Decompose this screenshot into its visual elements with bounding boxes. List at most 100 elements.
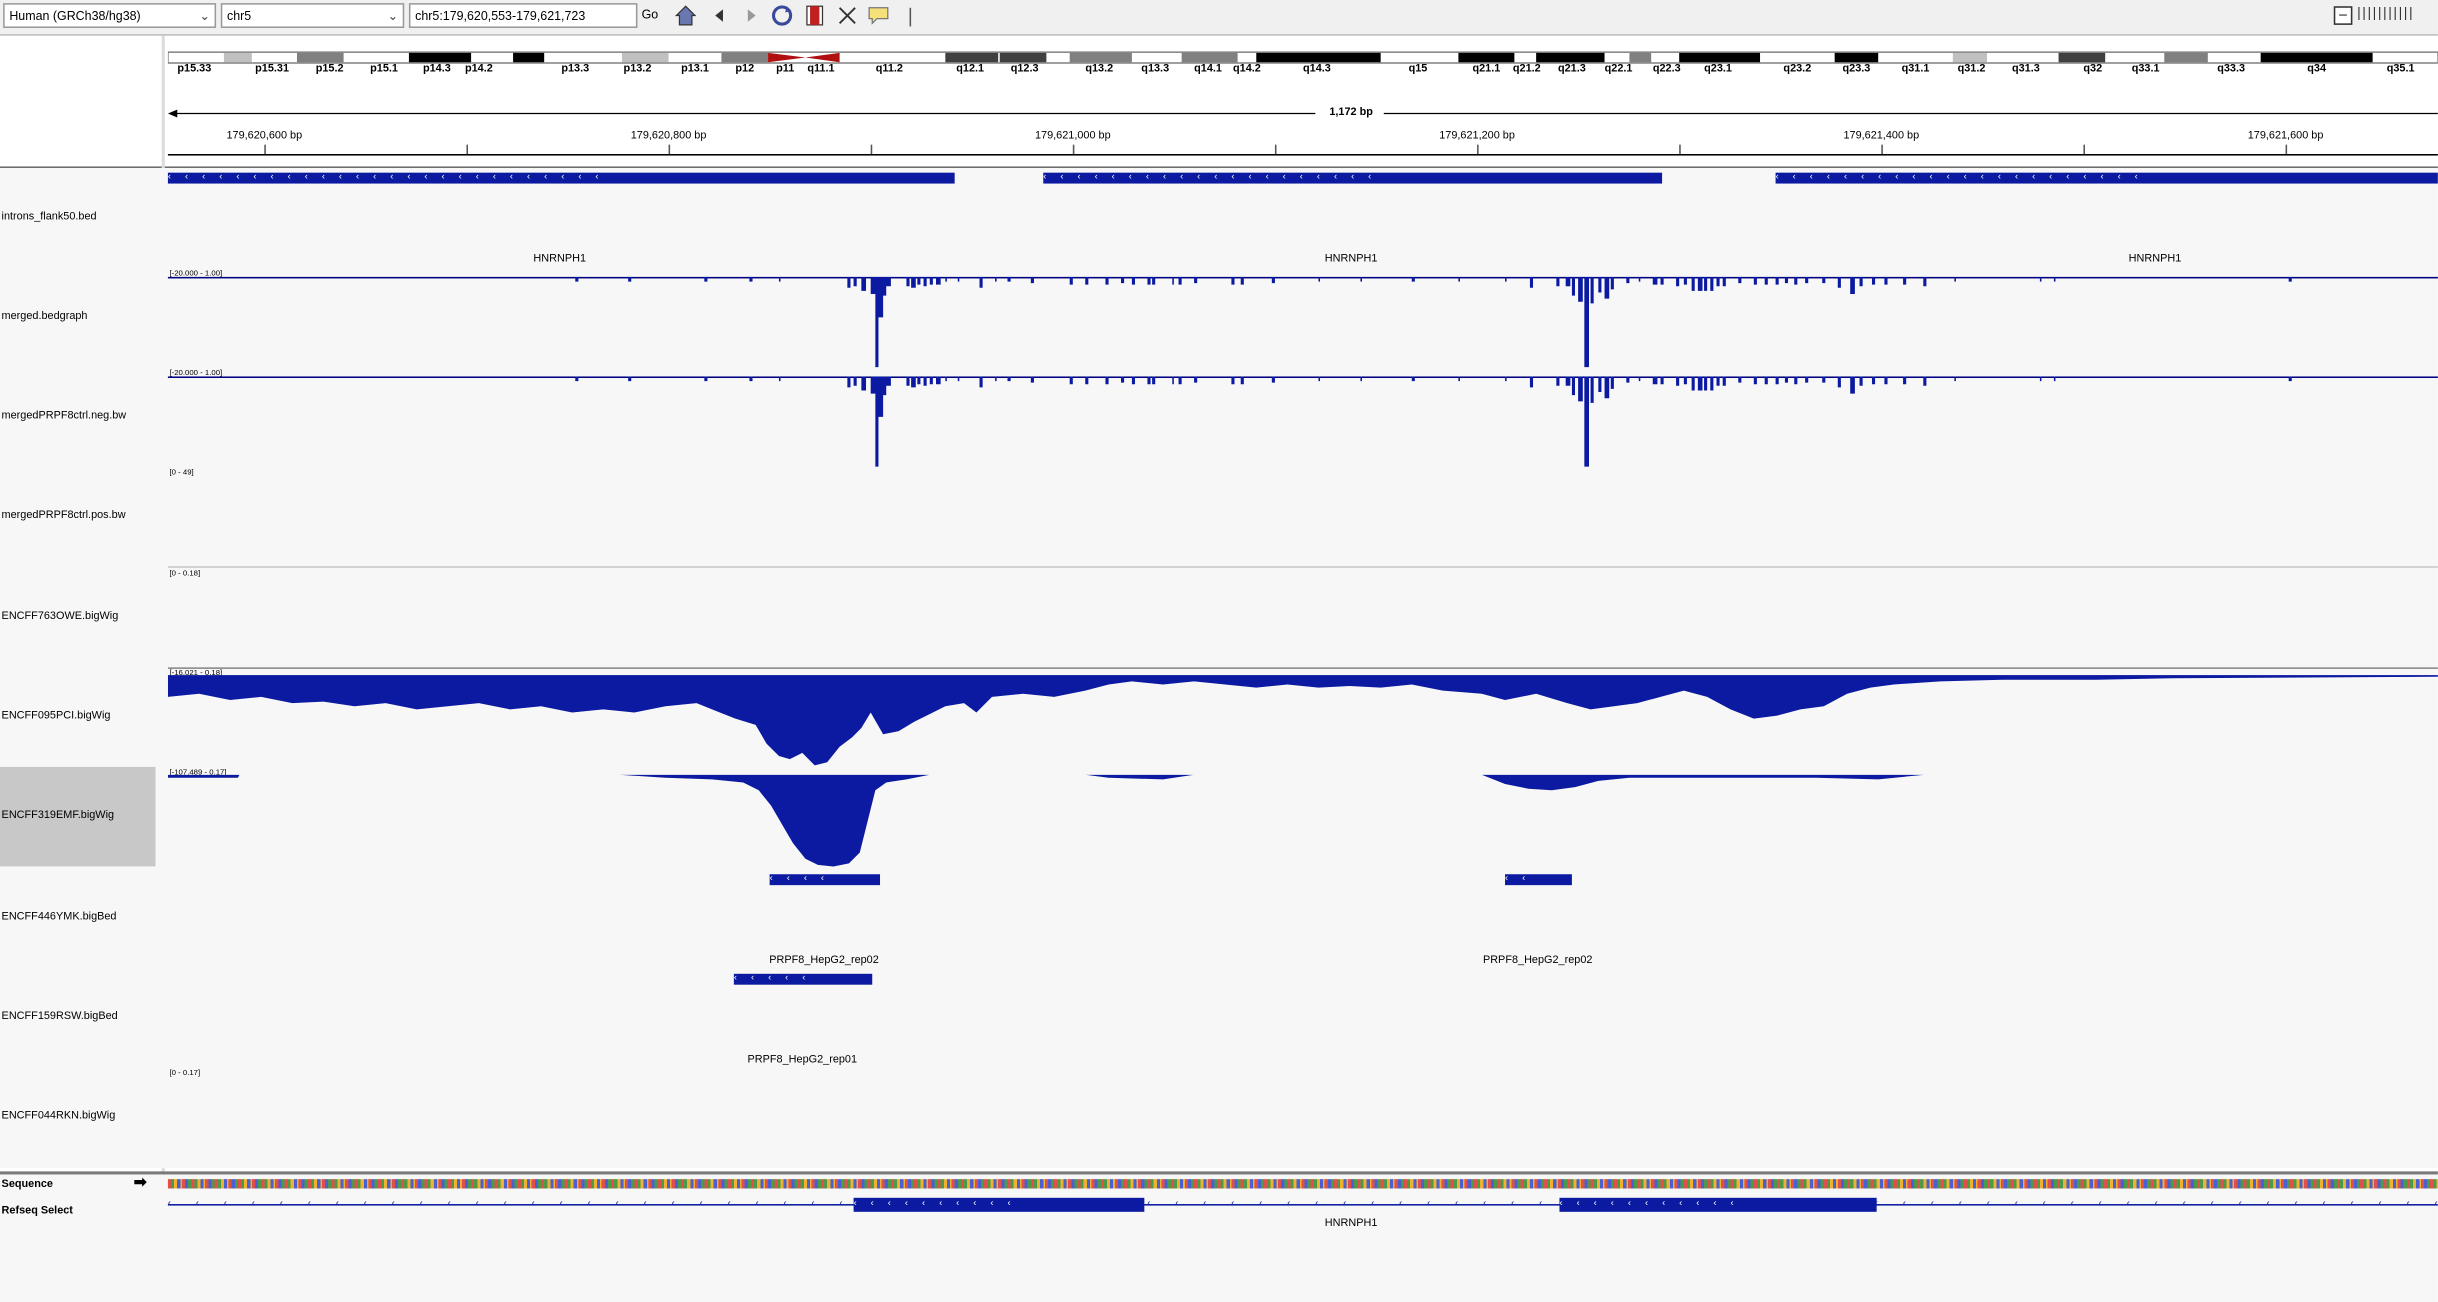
chromosome-value: chr5 bbox=[227, 9, 252, 24]
toolbar-divider bbox=[909, 7, 912, 27]
ideogram-band-label: q13.3 bbox=[1141, 63, 1170, 75]
ideogram-band-label: p13.3 bbox=[561, 63, 590, 75]
ruler-tick-label: 179,621,600 bp bbox=[2247, 130, 2324, 142]
encff095-signal bbox=[167, 675, 2438, 766]
go-button[interactable]: Go bbox=[639, 3, 661, 29]
ruler-tick bbox=[1274, 144, 1277, 155]
track-name-refseq[interactable]: Refseq Select bbox=[1, 1205, 73, 1217]
gene-intron-line bbox=[167, 1204, 2438, 1206]
ideogram-band-label: q21.2 bbox=[1512, 63, 1541, 75]
zoom-out-button[interactable]: – bbox=[2333, 6, 2353, 25]
ideogram-band-label: q23.2 bbox=[1783, 63, 1812, 75]
peak-feature-label: PRPF8_HepG2_rep02 bbox=[769, 955, 879, 967]
track-name-encff044[interactable]: ENCFF044RKN.bigWig bbox=[1, 1110, 116, 1122]
merged-bedgraph-signal bbox=[575, 276, 2292, 368]
data-range-label: [-107.489 - 0.17] bbox=[169, 768, 227, 778]
track-name-encff319[interactable]: ENCFF319EMF.bigWig bbox=[1, 810, 115, 822]
track-name-introns[interactable]: introns_flank50.bed bbox=[1, 211, 97, 223]
strand-arrow-icon[interactable]: ➡ bbox=[133, 1174, 147, 1192]
ideogram-band-label: q11.2 bbox=[875, 63, 903, 75]
ideogram-band-label: q31.2 bbox=[1957, 63, 1986, 75]
ruler-tick bbox=[1477, 144, 1479, 155]
selected-track-highlight bbox=[0, 766, 156, 867]
ideogram-band-label: p12 bbox=[735, 63, 755, 75]
ideogram-band-label: q22.1 bbox=[1604, 63, 1633, 75]
ideogram-band-label: p15.2 bbox=[315, 63, 344, 75]
resize-to-window-button[interactable] bbox=[835, 3, 860, 28]
ideogram-band-label: p13.1 bbox=[681, 63, 709, 75]
ruler-tick bbox=[1072, 144, 1075, 155]
ideogram-band-label: q15 bbox=[1408, 63, 1428, 75]
roi-icon bbox=[806, 5, 824, 26]
ideogram-band-label: q33.1 bbox=[2131, 63, 2160, 75]
intron-feature-label: HNRNPH1 bbox=[1324, 253, 1378, 265]
ideogram-band-label: q33.3 bbox=[2217, 63, 2246, 75]
ideogram-band-label: q21.3 bbox=[1557, 63, 1586, 75]
track-name-encff763[interactable]: ENCFF763OWE.bigWig bbox=[1, 611, 119, 623]
peak-feature-label: PRPF8_HepG2_rep02 bbox=[1482, 955, 1593, 967]
ruler-tick-label: 179,621,200 bp bbox=[1439, 130, 1515, 142]
ruler-tick bbox=[870, 144, 873, 155]
track-name-merged-pos[interactable]: mergedPRPF8ctrl.pos.bw bbox=[1, 510, 126, 522]
resize-icon bbox=[838, 7, 856, 24]
ideogram-band-label: q34 bbox=[2307, 63, 2327, 75]
region-of-interest-button[interactable] bbox=[802, 3, 827, 28]
track-name-encff095[interactable]: ENCFF095PCI.bigWig bbox=[1, 710, 111, 722]
locus-input[interactable]: chr5:179,620,553-179,621,723 bbox=[408, 3, 638, 29]
track-name-merged-bedgraph[interactable]: merged.bedgraph bbox=[1, 311, 88, 323]
track-separator bbox=[167, 566, 2438, 568]
peak-feature[interactable]: ‹‹‹‹ bbox=[769, 874, 881, 886]
panel-divider[interactable] bbox=[0, 1171, 2438, 1175]
ideogram-band-label: q23.1 bbox=[1704, 63, 1732, 75]
refresh-button[interactable] bbox=[770, 3, 795, 28]
toolbar: Human (GRCh38/hg38) ⌄ chr5 ⌄ chr5:179,62… bbox=[0, 0, 2438, 36]
forward-button[interactable] bbox=[739, 3, 764, 28]
chromosome-dropdown[interactable]: chr5 ⌄ bbox=[220, 3, 405, 29]
track-name-sequence[interactable]: Sequence bbox=[1, 1179, 53, 1191]
ideogram-band-label: p14.2 bbox=[464, 63, 493, 75]
ideogram-band-label: p11 bbox=[776, 63, 795, 75]
peak-feature[interactable]: ‹‹ bbox=[1505, 874, 1572, 886]
intron-feature[interactable]: ‹‹‹‹‹‹‹‹‹‹‹‹‹‹‹‹‹‹‹‹‹‹‹‹‹‹ bbox=[167, 172, 955, 184]
gene-exon[interactable]: ‹‹‹‹‹‹‹‹‹‹ bbox=[853, 1197, 1145, 1212]
encff319-signal bbox=[167, 774, 1925, 867]
ideogram-band-label: q23.3 bbox=[1842, 63, 1871, 75]
intron-feature[interactable]: ‹‹‹‹‹‹‹‹‹‹‹‹‹‹‹‹‹‹‹‹‹‹ bbox=[1775, 172, 2438, 184]
intron-feature-label: HNRNPH1 bbox=[2128, 253, 2182, 265]
header-panel: p15.33 p15.31 p15.2 p15.1 p14.3 p14.2 p13.3 p13… bbox=[0, 35, 2438, 169]
track-name-encff446[interactable]: ENCFF446YMK.bigBed bbox=[1, 911, 117, 923]
forward-arrow-icon bbox=[747, 9, 756, 22]
ruler-tick bbox=[2083, 144, 2085, 155]
ruler-tick-label: 179,620,600 bp bbox=[226, 130, 303, 142]
span-label: 1,172 bp bbox=[1329, 107, 1373, 119]
ideogram-band-label: q31.3 bbox=[2011, 63, 2040, 75]
ideogram-band-label: q31.1 bbox=[1901, 63, 1930, 75]
track-baseline bbox=[167, 376, 2438, 379]
genome-dropdown[interactable]: Human (GRCh38/hg38) ⌄ bbox=[3, 3, 217, 29]
ideogram-band-label: q21.1 bbox=[1472, 63, 1501, 75]
back-button[interactable] bbox=[707, 3, 732, 28]
data-range-label: [-16.021 - 0.18] bbox=[169, 668, 223, 679]
ruler-tick-label: 179,620,800 bp bbox=[630, 130, 707, 142]
gene-exon[interactable]: ‹‹‹‹‹‹‹‹‹‹‹ bbox=[1559, 1197, 1877, 1212]
ideogram-band-label: q14.3 bbox=[1302, 63, 1331, 75]
ideogram-band-label: p14.3 bbox=[422, 63, 451, 75]
ruler-tick bbox=[466, 144, 468, 155]
back-arrow-icon bbox=[715, 9, 723, 22]
sequence-track[interactable] bbox=[167, 1179, 2438, 1189]
peak-feature[interactable]: ‹‹‹‹‹ bbox=[733, 973, 873, 985]
home-button[interactable] bbox=[673, 3, 698, 28]
intron-feature[interactable]: ‹‹‹‹‹‹‹‹‹‹‹‹‹‹‹‹‹‹‹‹ bbox=[1043, 172, 1663, 184]
track-name-merged-neg[interactable]: mergedPRPF8ctrl.neg.bw bbox=[1, 410, 127, 422]
ideogram-band-label: p15.1 bbox=[370, 63, 398, 75]
data-range-label: [-20.000 - 1.00] bbox=[169, 269, 223, 279]
zoom-slider[interactable]: ||||||||||| bbox=[2357, 4, 2415, 21]
refresh-icon bbox=[771, 5, 793, 26]
ruler-tick bbox=[2285, 144, 2288, 155]
popup-info-button[interactable] bbox=[866, 3, 891, 28]
track-name-encff159[interactable]: ENCFF159RSW.bigBed bbox=[1, 1011, 118, 1023]
chromosome-ideogram[interactable] bbox=[167, 51, 2438, 65]
genome-value: Human (GRCh38/hg38) bbox=[9, 9, 141, 24]
peak-feature-label: PRPF8_HepG2_rep01 bbox=[747, 1054, 858, 1066]
feature-panel bbox=[0, 1174, 2438, 1302]
